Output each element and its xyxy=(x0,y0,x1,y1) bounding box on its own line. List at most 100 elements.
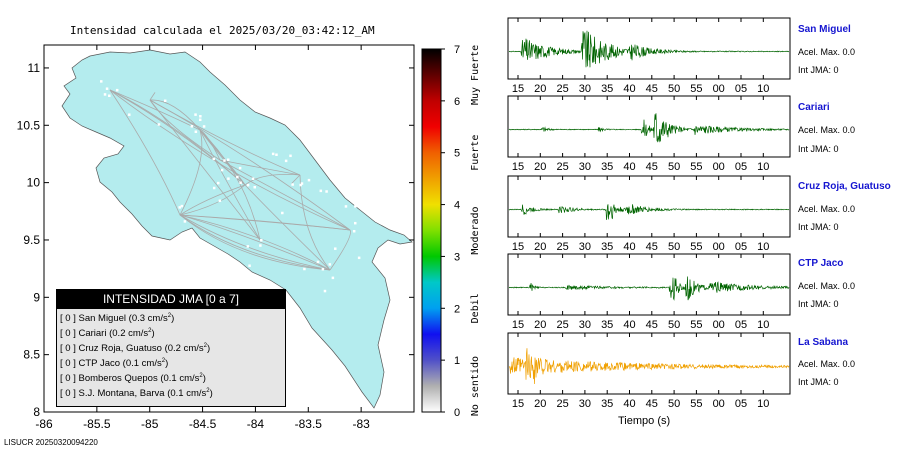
map-settlement xyxy=(239,181,242,184)
map-y-tick-label: 9 xyxy=(33,290,40,304)
seismogram-frame xyxy=(507,95,791,158)
map-road xyxy=(329,229,351,271)
colorbar-gradient xyxy=(421,48,442,413)
time-tick-label: 50 xyxy=(668,241,680,253)
time-tick-label: 55 xyxy=(690,398,702,410)
seismogram-waveform xyxy=(508,276,790,301)
seismogram-trace-box: 15 20 25 30 35 40 45 50 55 00 05 10 xyxy=(507,332,791,410)
time-tick-label: 20 xyxy=(534,398,546,410)
station-name: La Sabana xyxy=(798,337,849,348)
time-tick-label: 55 xyxy=(690,83,702,95)
station-intensity: Int JMA: 0 xyxy=(798,65,839,75)
map-road xyxy=(179,214,331,271)
time-tick-label: 10 xyxy=(757,83,769,95)
footer-id: LISUCR 20250320094220 xyxy=(4,438,98,447)
seismogram-frame xyxy=(507,17,791,80)
map-settlement xyxy=(218,199,222,202)
legend-row: [ 0 ] CTP Jaco (0.1 cm/s2) xyxy=(60,358,169,370)
map-y-tick-label: 11 xyxy=(28,61,41,75)
map-settlement xyxy=(260,238,263,242)
map-settlement xyxy=(291,183,294,186)
time-tick-label: 45 xyxy=(646,161,658,173)
map-x-tick-label: -85 xyxy=(141,417,159,431)
time-tick-label: 15 xyxy=(512,241,524,253)
map-road xyxy=(179,184,246,216)
map-settlement xyxy=(331,276,335,280)
map-settlement xyxy=(183,220,187,223)
seismogram-waveform xyxy=(508,348,790,385)
intensity-legend: INTENSIDAD JMA [0 a 7] [ 0 ] San Miguel … xyxy=(56,289,286,407)
time-tick-label: 05 xyxy=(735,161,747,173)
time-tick-label: 40 xyxy=(623,319,635,331)
station-accel: Acel. Max. 0.0 xyxy=(798,125,856,135)
time-tick-label: 10 xyxy=(757,319,769,331)
station-accel: Acel. Max. 0.0 xyxy=(798,281,856,291)
time-tick-label: 35 xyxy=(601,241,613,253)
map-road xyxy=(109,89,181,216)
map-settlement xyxy=(163,99,167,103)
legend-row: [ 0 ] S.J. Montana, Barva (0.1 cm/s2) xyxy=(60,388,213,400)
map-settlement xyxy=(319,189,323,193)
colorbar-tick-label: 5 xyxy=(454,148,460,160)
map-settlement xyxy=(183,239,186,242)
time-tick-label: 10 xyxy=(757,241,769,253)
map-settlement xyxy=(354,205,357,208)
seismogram-trace-box: 15 20 25 30 35 40 45 50 55 00 05 10 xyxy=(507,253,791,331)
map-settlement xyxy=(284,159,288,163)
station-accel: Acel. Max. 0.0 xyxy=(798,204,856,214)
colorbar-tick-label: 1 xyxy=(454,355,460,367)
legend-row: [ 0 ] Cariari (0.2 cm/s2) xyxy=(60,328,155,340)
map-y-tick-label: 8.5 xyxy=(23,348,40,362)
map-settlement xyxy=(236,175,239,179)
time-tick-label: 05 xyxy=(735,241,747,253)
map-settlement xyxy=(357,256,361,260)
map-settlement xyxy=(289,154,292,158)
map-road xyxy=(219,159,301,176)
map-settlement xyxy=(246,183,250,187)
time-tick-label: 35 xyxy=(601,319,613,331)
map-settlement xyxy=(199,115,202,118)
time-tick-label: 00 xyxy=(713,161,725,173)
map-x-tick-label: -83.5 xyxy=(295,417,323,431)
time-axis-label: Tiempo (s) xyxy=(618,415,671,427)
map-y-tick-label: 8 xyxy=(33,405,40,419)
station-name: CTP Jaco xyxy=(798,258,844,269)
map-settlement xyxy=(328,263,332,266)
station-accel: Acel. Max. 0.0 xyxy=(798,47,856,57)
station-accel: Acel. Max. 0.0 xyxy=(798,359,856,369)
time-tick-label: 05 xyxy=(735,83,747,95)
map-settlement xyxy=(155,238,158,241)
time-tick-label: 20 xyxy=(534,319,546,331)
map-road xyxy=(199,129,261,241)
map-settlement xyxy=(246,245,250,248)
time-tick-label: 50 xyxy=(668,319,680,331)
time-tick-label: 00 xyxy=(713,319,725,331)
map-settlement xyxy=(226,158,230,161)
map-settlement xyxy=(251,177,255,180)
map-road xyxy=(179,214,331,271)
time-tick-label: 30 xyxy=(579,398,591,410)
map-road xyxy=(179,129,203,216)
colorbar-tick-label: 2 xyxy=(454,303,460,315)
map-y-tick-label: 10.5 xyxy=(17,118,41,132)
map-title: Intensidad calculada el 2025/03/20_03:42… xyxy=(70,24,375,37)
seismogram-trace-box: 15 20 25 30 35 40 45 50 55 00 05 10 xyxy=(507,17,791,95)
time-tick-label: 50 xyxy=(668,83,680,95)
time-tick-label: 45 xyxy=(646,241,658,253)
map-road xyxy=(179,214,331,271)
map-settlement xyxy=(220,168,224,172)
map-settlement xyxy=(353,221,357,225)
map-x-tick-label: -83 xyxy=(352,417,370,431)
legend-row: [ 0 ] Cruz Roja, Guatuso (0.2 cm/s2) xyxy=(60,343,211,355)
time-tick-label: 35 xyxy=(601,83,613,95)
time-tick-label: 20 xyxy=(534,241,546,253)
colorbar-tick-label: 0 xyxy=(454,407,460,419)
station-name: Cariari xyxy=(798,102,830,113)
station-intensity: Int JMA: 0 xyxy=(798,299,839,309)
time-tick-label: 35 xyxy=(601,161,613,173)
map-road xyxy=(149,99,221,161)
time-tick-label: 55 xyxy=(690,319,702,331)
map-settlement xyxy=(115,88,119,92)
colorbar-category-label: Fuerte xyxy=(470,135,481,171)
